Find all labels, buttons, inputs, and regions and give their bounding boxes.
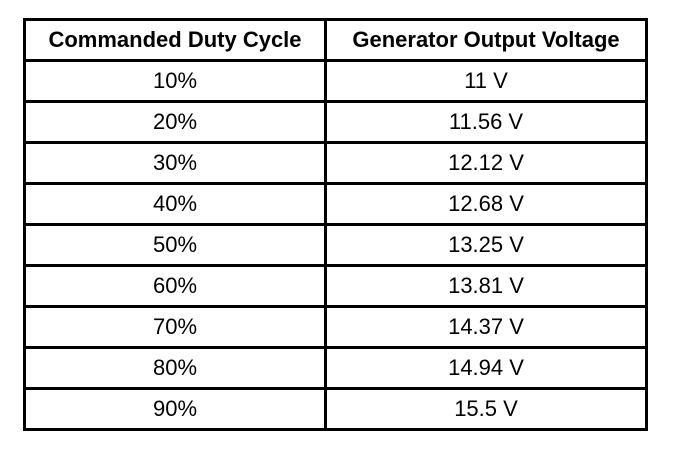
table-row: 40% 12.68 V <box>23 182 648 226</box>
duty-cycle-voltage-table: Commanded Duty Cycle Generator Output Vo… <box>23 18 648 431</box>
table-row: 80% 14.94 V <box>23 346 648 390</box>
header-generator-output-voltage: Generator Output Voltage <box>324 18 648 62</box>
duty-cycle-cell: 30% <box>23 141 327 185</box>
voltage-cell: 15.5 V <box>324 387 648 431</box>
voltage-cell: 13.81 V <box>324 264 648 308</box>
table-header-row: Commanded Duty Cycle Generator Output Vo… <box>23 18 648 62</box>
duty-cycle-cell: 10% <box>23 59 327 103</box>
voltage-cell: 12.12 V <box>324 141 648 185</box>
voltage-cell: 14.94 V <box>324 346 648 390</box>
voltage-cell: 14.37 V <box>324 305 648 349</box>
duty-cycle-cell: 20% <box>23 100 327 144</box>
table-row: 30% 12.12 V <box>23 141 648 185</box>
voltage-cell: 13.25 V <box>324 223 648 267</box>
table-row: 20% 11.56 V <box>23 100 648 144</box>
duty-cycle-cell: 40% <box>23 182 327 226</box>
voltage-cell: 11 V <box>324 59 648 103</box>
duty-cycle-cell: 90% <box>23 387 327 431</box>
table-row: 90% 15.5 V <box>23 387 648 431</box>
table-row: 60% 13.81 V <box>23 264 648 308</box>
header-commanded-duty-cycle: Commanded Duty Cycle <box>23 18 327 62</box>
duty-cycle-cell: 60% <box>23 264 327 308</box>
table-row: 10% 11 V <box>23 59 648 103</box>
table-row: 50% 13.25 V <box>23 223 648 267</box>
duty-cycle-cell: 50% <box>23 223 327 267</box>
duty-cycle-cell: 80% <box>23 346 327 390</box>
voltage-cell: 12.68 V <box>324 182 648 226</box>
table-row: 70% 14.37 V <box>23 305 648 349</box>
duty-cycle-cell: 70% <box>23 305 327 349</box>
voltage-cell: 11.56 V <box>324 100 648 144</box>
